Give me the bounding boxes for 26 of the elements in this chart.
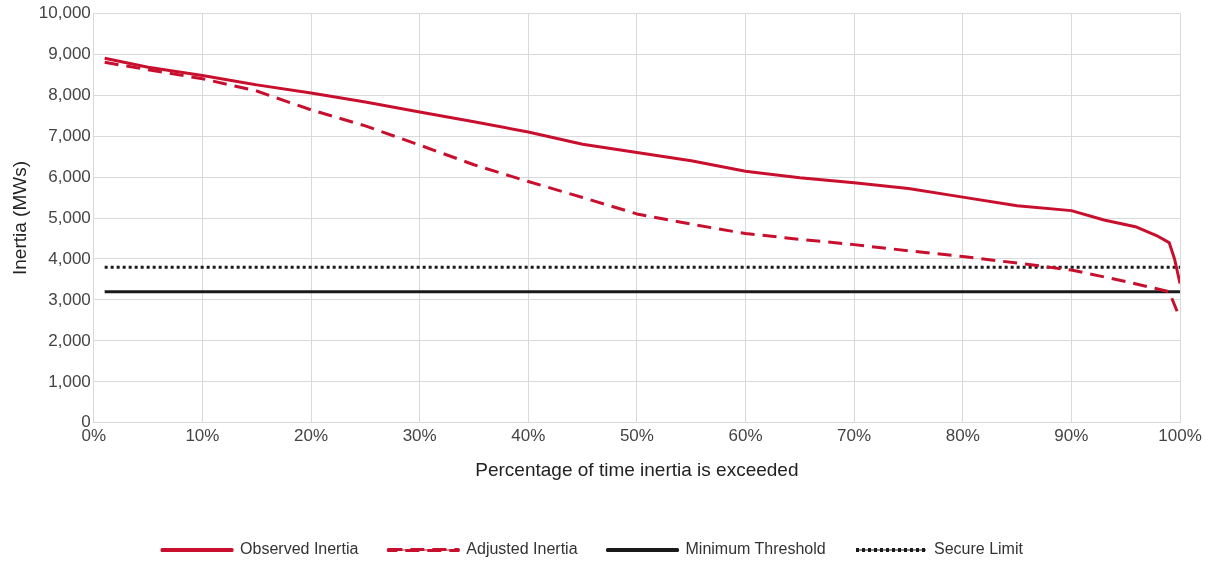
x-tick-label: 80% (945, 425, 980, 445)
y-tick-label: 7,000 (48, 125, 91, 145)
y-tick-label: 2,000 (48, 330, 91, 350)
x-tick-label: 50% (619, 425, 654, 445)
x-tick-label: 60% (728, 425, 763, 445)
legend-label: Observed Inertia (240, 540, 359, 558)
x-tick-label: 30% (402, 425, 437, 445)
x-axis-title: Percentage of time inertia is exceeded (475, 458, 799, 480)
y-tick-label: 4,000 (48, 248, 91, 268)
legend-label: Minimum Threshold (685, 540, 826, 558)
y-tick-label: 1,000 (48, 371, 91, 391)
x-tick-label: 70% (837, 425, 872, 445)
y-tick-label: 9,000 (48, 43, 91, 63)
x-tick-label: 20% (294, 425, 329, 445)
y-tick-label: 6,000 (48, 166, 91, 186)
y-tick-label: 3,000 (48, 289, 91, 309)
y-tick-label: 5,000 (48, 207, 91, 227)
legend-label: Adjusted Inertia (466, 540, 578, 558)
x-tick-label: 10% (185, 425, 220, 445)
x-tick-label: 90% (1054, 425, 1089, 445)
x-tick-label: 100% (1158, 425, 1202, 445)
y-tick-label: 10,000 (38, 2, 91, 22)
legend-label: Secure Limit (934, 540, 1024, 558)
y-axis-title: Inertia (MWs) (8, 161, 30, 275)
x-tick-label: 40% (511, 425, 546, 445)
y-tick-label: 8,000 (48, 84, 91, 104)
